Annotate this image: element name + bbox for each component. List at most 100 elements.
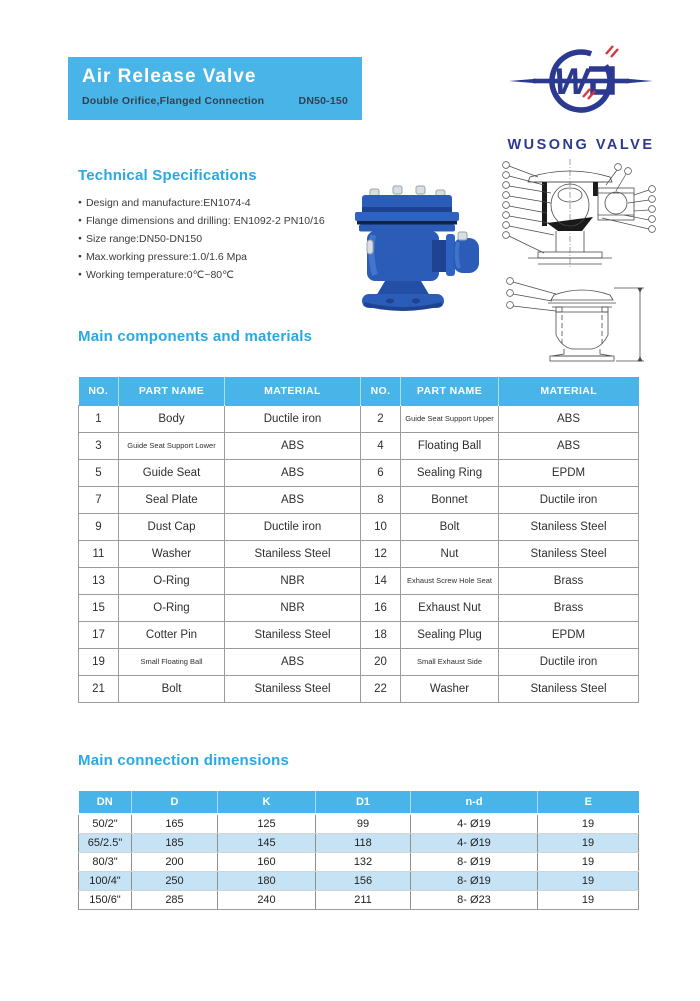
column-header: NO.: [78, 377, 119, 405]
column-header: DN: [78, 791, 132, 815]
table-cell: 65/2.5": [78, 833, 132, 853]
table-cell: 4- Ø19: [410, 814, 538, 834]
table-cell: 19: [537, 814, 639, 834]
table-cell: 16: [360, 593, 401, 622]
table-cell: ABS: [498, 431, 639, 460]
table-cell: 150/6": [78, 890, 132, 910]
title-banner: Air Release Valve Double Orifice,Flanged…: [68, 57, 362, 120]
column-header: D1: [315, 791, 411, 815]
column-header: MATERIAL: [498, 377, 639, 405]
table-cell: 160: [217, 852, 316, 872]
table-cell: 156: [315, 871, 411, 891]
table-row: 65/2.5" 185 145 118 4- Ø19 19: [78, 833, 639, 853]
column-header: K: [217, 791, 316, 815]
table-cell: Ductile iron: [498, 647, 639, 676]
table-cell: Brass: [498, 593, 639, 622]
table-cell: 8- Ø19: [410, 852, 538, 872]
table-cell: ABS: [224, 647, 361, 676]
table-cell: O-Ring: [118, 566, 225, 595]
table-cell: 50/2": [78, 814, 132, 834]
table-cell: 14: [360, 566, 401, 595]
spec-item: Design and manufacture:EN1074-4: [78, 194, 325, 212]
table-cell: Staniless Steel: [498, 539, 639, 568]
valve-photo: [340, 180, 486, 326]
table-cell: 9: [78, 512, 119, 541]
table-cell: Body: [118, 404, 225, 433]
table-cell: 13: [78, 566, 119, 595]
table-cell: Brass: [498, 566, 639, 595]
table-row: 5 Guide Seat ABS 6 Sealing Ring EPDM: [78, 458, 639, 487]
table-cell: Sealing Plug: [400, 620, 499, 649]
company-name: WUSONG VALVE: [507, 137, 655, 153]
table-cell: Staniless Steel: [224, 620, 361, 649]
table-cell: ABS: [224, 485, 361, 514]
table-cell: Bonnet: [400, 485, 499, 514]
table-cell: 145: [217, 833, 316, 853]
section-heading-components: Main components and materials: [78, 328, 313, 345]
table-cell: 100/4": [78, 871, 132, 891]
table-cell: Small Exhaust Side: [400, 647, 499, 676]
size-range-label: DN50-150: [298, 95, 348, 107]
table-cell: 12: [360, 539, 401, 568]
table-cell: ABS: [224, 431, 361, 460]
table-cell: 250: [131, 871, 218, 891]
table-cell: 180: [217, 871, 316, 891]
section-heading-dimensions: Main connection dimensions: [78, 752, 290, 769]
table-row: 50/2" 165 125 99 4- Ø19 19: [78, 814, 639, 834]
table-row: 19 Small Floating Ball ABS 20 Small Exhaust …: [78, 647, 639, 676]
table-cell: 4: [360, 431, 401, 460]
table-cell: 21: [78, 674, 119, 703]
table-row: 80/3" 200 160 132 8- Ø19 19: [78, 852, 639, 872]
table-cell: Bolt: [400, 512, 499, 541]
components-header-row: NO. PART NAME MATERIAL NO. PART NAME MATERIAL: [78, 377, 639, 405]
table-cell: Ductile iron: [224, 404, 361, 433]
table-cell: Staniless Steel: [498, 674, 639, 703]
table-cell: EPDM: [498, 458, 639, 487]
section-heading-specs: Technical Specifications: [78, 167, 257, 184]
table-cell: 15: [78, 593, 119, 622]
spec-item: Flange dimensions and drilling: EN1092-2…: [78, 212, 325, 230]
table-cell: 4- Ø19: [410, 833, 538, 853]
table-row: 100/4" 250 180 156 8- Ø19 19: [78, 871, 639, 891]
table-row: 17 Cotter Pin Staniless Steel 18 Sealing Plu…: [78, 620, 639, 649]
table-row: 15 O-Ring NBR 16 Exhaust Nut Brass: [78, 593, 639, 622]
dimensions-table: DN D K D1 n-d E 50/2" 165 125 99 4- Ø19 19 65/2.5" 1…: [78, 791, 639, 910]
page-title: Air Release Valve: [82, 66, 257, 87]
table-cell: 7: [78, 485, 119, 514]
table-row: 9 Dust Cap Ductile iron 10 Bolt Staniless Ste…: [78, 512, 639, 541]
column-header: NO.: [360, 377, 401, 405]
table-cell: 11: [78, 539, 119, 568]
column-header: D: [131, 791, 218, 815]
svg-text:W: W: [554, 61, 592, 102]
table-cell: Washer: [118, 539, 225, 568]
table-cell: NBR: [224, 566, 361, 595]
table-cell: 99: [315, 814, 411, 834]
table-cell: 240: [217, 890, 316, 910]
table-cell: 8: [360, 485, 401, 514]
table-cell: Staniless Steel: [224, 674, 361, 703]
table-cell: Exhaust Screw Hole Seat: [400, 566, 499, 595]
column-header: E: [537, 791, 639, 815]
table-cell: 285: [131, 890, 218, 910]
table-cell: 20: [360, 647, 401, 676]
table-row: 7 Seal Plate ABS 8 Bonnet Ductile iron: [78, 485, 639, 514]
spec-item: Size range:DN50-DN150: [78, 230, 325, 248]
table-cell: Ductile iron: [498, 485, 639, 514]
table-cell: 200: [131, 852, 218, 872]
table-cell: 19: [537, 871, 639, 891]
column-header: PART NAME: [400, 377, 499, 405]
table-cell: Ductile iron: [224, 512, 361, 541]
table-cell: Seal Plate: [118, 485, 225, 514]
valve-cross-section-drawing: [494, 155, 664, 365]
table-cell: O-Ring: [118, 593, 225, 622]
column-header: MATERIAL: [224, 377, 361, 405]
table-cell: 211: [315, 890, 411, 910]
company-logo: W WUSONG VALVE: [498, 40, 664, 153]
components-table: NO. PART NAME MATERIAL NO. PART NAME MATERIAL…: [78, 377, 639, 703]
table-cell: 165: [131, 814, 218, 834]
table-cell: 8- Ø23: [410, 890, 538, 910]
table-cell: Cotter Pin: [118, 620, 225, 649]
table-cell: 3: [78, 431, 119, 460]
table-cell: 118: [315, 833, 411, 853]
